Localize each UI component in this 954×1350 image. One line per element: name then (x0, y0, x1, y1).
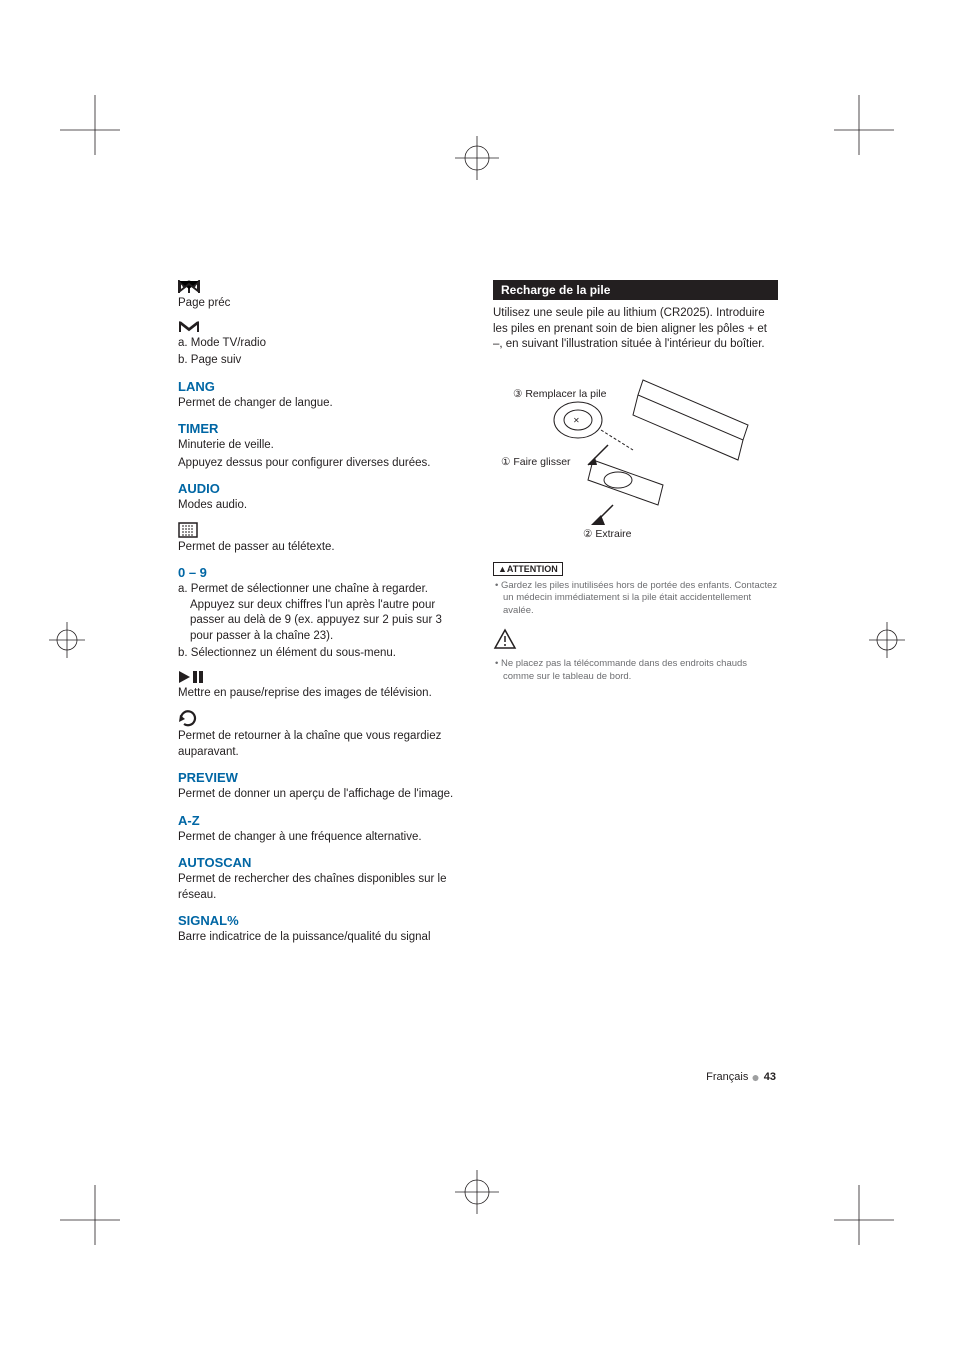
note-2: Ne placez pas la télécommande dans des e… (493, 658, 778, 684)
play-pause-icon (178, 670, 463, 684)
return-icon (178, 709, 463, 727)
preview-body: Permet de donner un aperçu de l'affichag… (178, 787, 463, 803)
az-title: A-Z (178, 813, 463, 828)
fig-step1-label: Faire glisser (513, 456, 571, 468)
page-content: Page préc a. Mode TV/radio b. Page suiv … (178, 280, 778, 948)
az-body: Permet de changer à une fréquence altern… (178, 830, 463, 846)
svg-text:① Faire glisser: ① Faire glisser (501, 456, 571, 468)
footer-dot-icon: ● (751, 1069, 763, 1085)
signal-body: Barre indicatrice de la puissance/qualit… (178, 930, 463, 946)
svg-text:✕: ✕ (573, 416, 580, 425)
warning-triangle-icon: ▲ (498, 564, 507, 574)
fig-step3-label: Remplacer la pile (525, 388, 606, 400)
tvradio-b: b. Page suiv (178, 353, 463, 369)
signal-title: SIGNAL% (178, 913, 463, 928)
recharge-intro: Utilisez une seule pile au lithium (CR20… (493, 306, 778, 353)
nums-title: 0 – 9 (178, 565, 463, 580)
footer-page-number: 43 (764, 1071, 776, 1083)
teletext-icon (178, 522, 463, 538)
fig-step2-label: Extraire (595, 528, 631, 540)
arrow-down-icon (178, 320, 463, 334)
return-body: Permet de retourner à la chaîne que vous… (178, 729, 463, 760)
recharge-header: Recharge de la pile (493, 280, 778, 300)
lang-title: LANG (178, 379, 463, 394)
audio-title: AUDIO (178, 481, 463, 496)
page-footer: Français ● 43 (706, 1069, 776, 1085)
preview-title: PREVIEW (178, 770, 463, 785)
left-column: Page préc a. Mode TV/radio b. Page suiv … (178, 280, 463, 948)
autoscan-title: AUTOSCAN (178, 855, 463, 870)
note-1: Gardez les piles inutilisées hors de por… (493, 580, 778, 618)
timer-body2: Appuyez dessus pour configurer diverses … (178, 456, 463, 472)
audio-body: Modes audio. (178, 498, 463, 514)
svg-text:② Extraire: ② Extraire (583, 528, 632, 540)
svg-text:③ Remplacer la pile: ③ Remplacer la pile (513, 388, 607, 400)
tvradio-a: a. Mode TV/radio (178, 336, 463, 352)
arrow-up-icon (178, 280, 463, 294)
nums-b: b. Sélectionnez un élément du sous-menu. (178, 646, 463, 662)
attention-box: ▲ATTENTION (493, 562, 563, 576)
footer-lang: Français (706, 1071, 748, 1083)
timer-title: TIMER (178, 421, 463, 436)
lang-body: Permet de changer de langue. (178, 396, 463, 412)
battery-figure: ③ Remplacer la pile ✕ (493, 365, 778, 550)
page-prec-text: Page préc (178, 296, 463, 312)
teletext-body: Permet de passer au télétexte. (178, 540, 463, 556)
caution-icon (493, 628, 778, 655)
nums-a: a. Permet de sélectionner une chaîne à r… (178, 582, 463, 644)
right-column: Recharge de la pile Utilisez une seule p… (493, 280, 778, 948)
timer-body1: Minuterie de veille. (178, 438, 463, 454)
autoscan-body: Permet de rechercher des chaînes disponi… (178, 872, 463, 903)
attention-label: ATTENTION (507, 564, 558, 574)
playpause-body: Mettre en pause/reprise des images de té… (178, 686, 463, 702)
